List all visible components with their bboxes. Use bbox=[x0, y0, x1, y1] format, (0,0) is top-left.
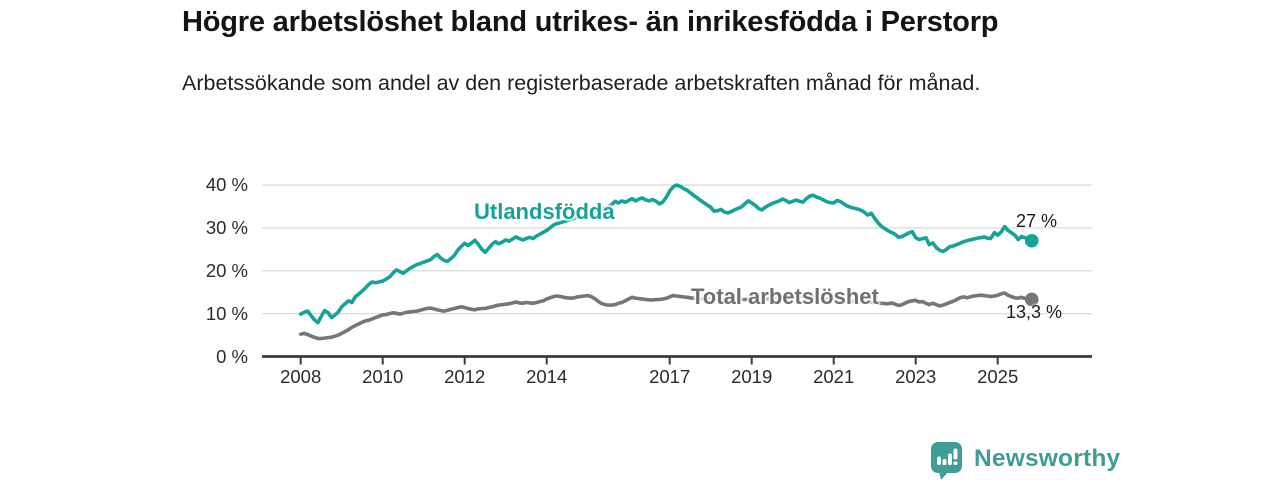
series-label-total-arbetsloshet: Total arbetslöshet bbox=[691, 284, 879, 309]
brand-name: Newsworthy bbox=[974, 445, 1121, 472]
x-tick-label: 2012 bbox=[444, 366, 486, 387]
y-tick-label: 30 % bbox=[205, 216, 248, 238]
series-line-1 bbox=[298, 291, 1034, 341]
x-tick-label: 2019 bbox=[731, 366, 773, 387]
x-tick-label: 2023 bbox=[895, 366, 937, 387]
y-tick-label: 20 % bbox=[205, 259, 248, 281]
x-tick-label: 2021 bbox=[813, 366, 855, 387]
page-title: Högre arbetslöshet bland utrikes- än inr… bbox=[182, 6, 999, 38]
y-tick-label: 10 % bbox=[205, 302, 248, 324]
newsworthy-logo: Newsworthy bbox=[930, 441, 1120, 480]
series-label-utlandsfodda: Utlandsfödda bbox=[474, 199, 615, 224]
end-value-label-total: 13,3 % bbox=[1006, 302, 1063, 322]
x-tick-label: 2008 bbox=[280, 366, 322, 387]
series-end-dot-1 bbox=[1024, 292, 1039, 307]
bar-chart-speech-bubble-icon bbox=[931, 442, 962, 480]
series-end-dot-0 bbox=[1024, 233, 1039, 248]
page-subtitle: Arbetssökande som andel av den registerb… bbox=[182, 71, 981, 95]
x-tick-label: 2017 bbox=[649, 366, 691, 387]
y-tick-label: 40 % bbox=[205, 174, 248, 195]
series-line-0 bbox=[298, 183, 1034, 325]
x-tick-label: 2025 bbox=[977, 366, 1019, 387]
x-tick-label: 2014 bbox=[526, 366, 568, 387]
end-value-label-utlandsfodda: 27 % bbox=[1016, 211, 1058, 231]
x-tick-label: 2010 bbox=[362, 366, 404, 387]
y-tick-label: 0 % bbox=[216, 345, 248, 367]
